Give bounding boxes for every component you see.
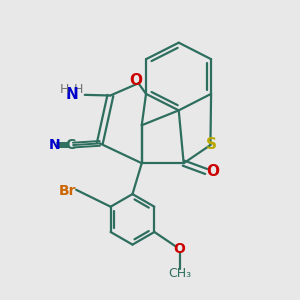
- Text: H: H: [74, 83, 83, 96]
- Text: Br: Br: [58, 184, 76, 198]
- Text: O: O: [130, 73, 142, 88]
- Text: N: N: [66, 87, 78, 102]
- Text: H: H: [60, 83, 70, 96]
- Text: S: S: [206, 137, 217, 152]
- Text: C: C: [66, 138, 76, 152]
- Text: CH₃: CH₃: [168, 267, 191, 280]
- Text: O: O: [173, 242, 185, 256]
- Text: O: O: [206, 164, 219, 179]
- Text: N: N: [48, 138, 60, 152]
